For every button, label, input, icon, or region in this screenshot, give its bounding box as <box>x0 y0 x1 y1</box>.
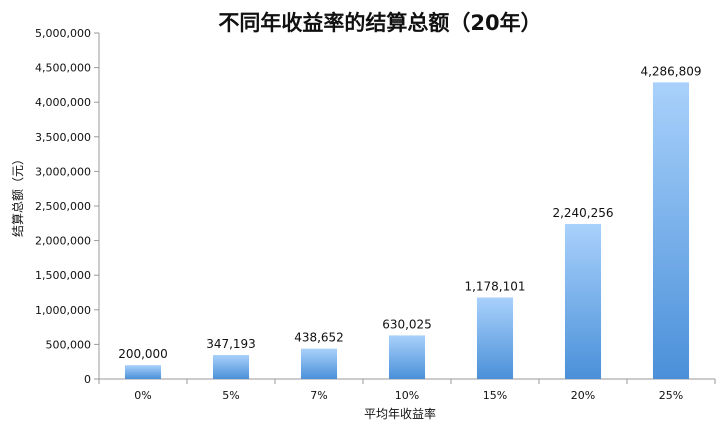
y-tick-label: 2,000,000 <box>35 235 91 248</box>
bar-value-label: 630,025 <box>382 317 432 331</box>
chart-title: 不同年收益率的结算总额（20年） <box>218 11 541 35</box>
x-tick-label: 0% <box>134 389 151 402</box>
x-tick-label: 7% <box>310 389 327 402</box>
bar <box>476 297 514 379</box>
y-tick-label: 1,000,000 <box>35 304 91 317</box>
y-axis-title: 结算总额（元） <box>10 153 25 237</box>
y-tick-label: 5,000,000 <box>35 27 91 40</box>
bars: 200,000 347,193 438,652 630,025 1,178,101 2,2… <box>118 64 702 379</box>
y-tick-label: 1,500,000 <box>35 269 91 282</box>
bar-value-label: 438,652 <box>294 331 344 345</box>
bar-value-label: 4,286,809 <box>640 64 701 78</box>
bar-value-label: 2,240,256 <box>552 206 613 220</box>
y-tick-label: 2,500,000 <box>35 200 91 213</box>
bar <box>124 365 162 379</box>
bar-value-label: 347,193 <box>206 337 256 351</box>
x-tick-label: 5% <box>222 389 239 402</box>
y-axis: 0 500,000 1,000,000 1,500,000 2,000,000 2,500… <box>35 27 100 386</box>
y-tick-label: 0 <box>84 373 91 386</box>
y-tick-label: 4,000,000 <box>35 96 91 109</box>
bar-value-label: 1,178,101 <box>464 279 525 293</box>
y-tick-label: 3,000,000 <box>35 165 91 178</box>
bar <box>212 354 250 379</box>
x-tick-label: 10% <box>395 389 419 402</box>
bar <box>652 82 690 379</box>
y-tick-label: 3,500,000 <box>35 131 91 144</box>
x-tick-label: 20% <box>571 389 595 402</box>
y-tick-label: 500,000 <box>46 338 92 351</box>
y-tick-label: 4,500,000 <box>35 62 91 75</box>
bar-value-label: 200,000 <box>118 347 168 361</box>
bar <box>564 223 602 379</box>
x-tick-label: 15% <box>483 389 507 402</box>
bar <box>388 335 426 379</box>
x-axis-title: 平均年收益率 <box>364 406 436 421</box>
bar <box>300 348 338 379</box>
x-tick-label: 25% <box>659 389 683 402</box>
x-axis: 0% 5% 7% 10% 15% 20% 25% <box>98 378 716 402</box>
